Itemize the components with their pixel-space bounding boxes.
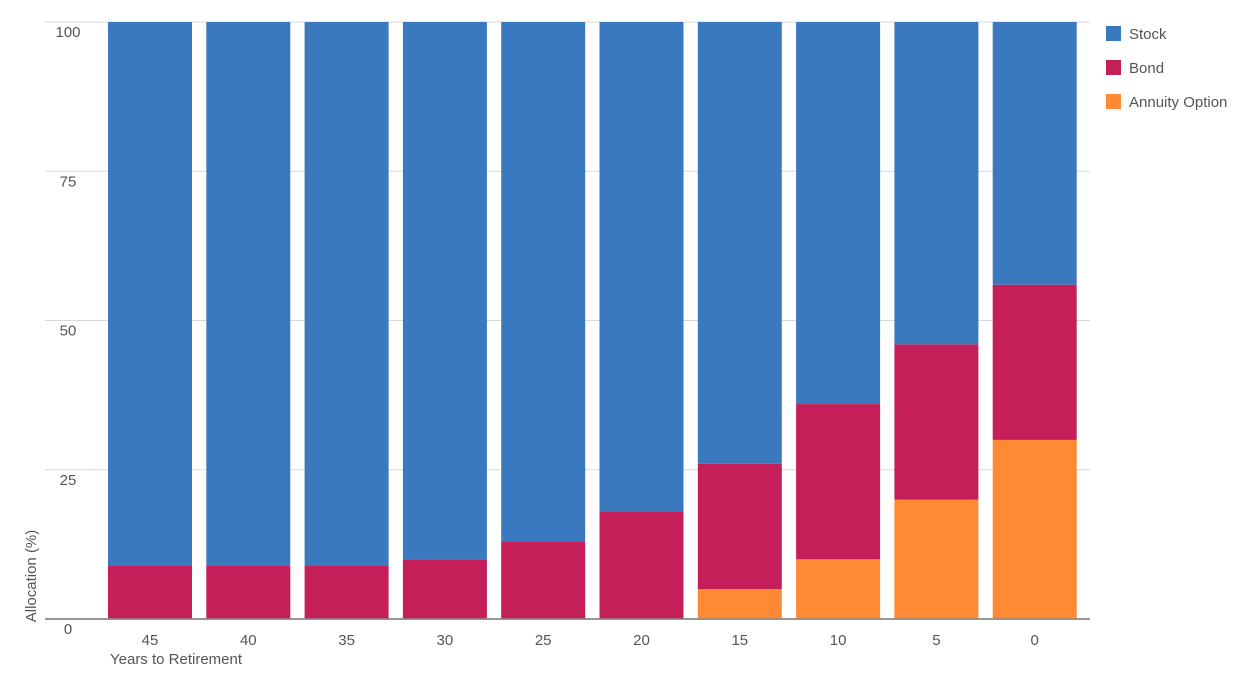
bar-segment-stock (599, 22, 684, 512)
y-tick-label: 50 (60, 323, 77, 340)
x-axis-title: Years to Retirement (110, 651, 243, 668)
bar-segment-bond (304, 565, 389, 619)
bar-segment-bond (206, 565, 291, 619)
bar-segment-annuity-option (894, 499, 979, 619)
x-tick-label: 25 (535, 632, 552, 649)
bar-segment-annuity-option (697, 589, 782, 619)
x-tick-label: 10 (830, 632, 847, 649)
bar-segment-stock (501, 22, 586, 542)
bar-segment-bond (501, 541, 586, 619)
y-axis-title: Allocation (%) (23, 530, 40, 623)
legend-swatch (1106, 60, 1121, 75)
x-tick-label: 30 (437, 632, 454, 649)
x-tick-label: 15 (731, 632, 748, 649)
bar-segment-stock (206, 22, 291, 566)
x-tick-label: 40 (240, 632, 257, 649)
bar-segment-stock (402, 22, 487, 560)
bar-segment-stock (697, 22, 782, 464)
bars (108, 22, 1077, 619)
bar-segment-stock (796, 22, 881, 405)
bar-segment-bond (402, 559, 487, 619)
y-tick-label: 0 (64, 621, 72, 638)
x-tick-label: 5 (932, 632, 940, 649)
bar-segment-stock (304, 22, 389, 566)
y-tick-label: 75 (60, 173, 77, 190)
bar-segment-stock (108, 22, 192, 566)
bar-segment-stock (992, 22, 1077, 285)
legend-label: Stock (1129, 26, 1167, 43)
bar-segment-bond (796, 404, 881, 560)
bar-segment-bond (599, 511, 684, 619)
legend-swatch (1106, 94, 1121, 109)
legend-label: Bond (1129, 60, 1164, 77)
bar-segment-bond (992, 284, 1077, 440)
y-tick-label: 25 (60, 472, 77, 489)
bar-segment-annuity-option (796, 559, 881, 619)
x-tick-label: 0 (1031, 632, 1039, 649)
legend-label: Annuity Option (1129, 94, 1227, 111)
y-tick-label: 100 (55, 24, 80, 41)
x-tick-label: 35 (338, 632, 355, 649)
x-tick-label: 20 (633, 632, 650, 649)
legend: Stock Bond Annuity Option (1106, 26, 1227, 111)
legend-swatch (1106, 26, 1121, 41)
bar-segment-bond (697, 463, 782, 590)
bar-segment-bond (894, 344, 979, 500)
bar-segment-bond (108, 565, 192, 619)
bar-segment-annuity-option (992, 439, 1077, 619)
bar-segment-stock (894, 22, 979, 345)
x-tick-label: 45 (142, 632, 159, 649)
